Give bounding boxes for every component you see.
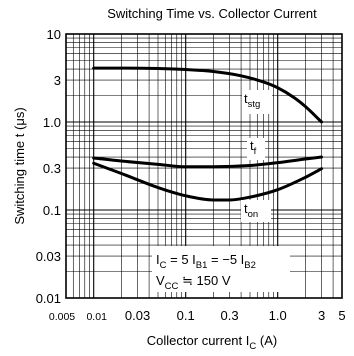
x-tick-label: 0.03: [125, 308, 150, 323]
y-tick-label: 0.3: [43, 161, 61, 176]
series-label-tf: tf: [247, 138, 265, 160]
y-axis-label: Switching time t (μs): [12, 107, 27, 224]
y-tick-label: 0.1: [43, 203, 61, 218]
y-tick-labels: 0.01 0.03 0.1 0.3 1.0 3 10: [36, 27, 61, 306]
series-line-ton: [92, 161, 324, 202]
x-axis-label: Collector current IC (A): [147, 333, 277, 352]
series-curves: [92, 66, 324, 202]
y-tick-label: 3: [54, 73, 61, 88]
series-label-tstg: tstg: [242, 90, 272, 114]
x-tick-label: 5: [338, 308, 345, 323]
x-tick-label: 3: [318, 308, 325, 323]
x-tick-labels: 0.005 0.01 0.03 0.1 0.3 1.0 3 5: [49, 308, 346, 323]
plot-frame: [65, 33, 343, 299]
svg-text:tf: tf: [250, 138, 257, 157]
series-label-ton: ton: [241, 200, 271, 222]
x-tick-label: 0.1: [177, 308, 195, 323]
svg-text:ton: ton: [244, 201, 258, 220]
svg-text:IC = 5 IB1 = −5 IB2: IC = 5 IB1 = −5 IB2: [156, 252, 256, 271]
y-tick-label: 0.01: [36, 291, 61, 306]
y-tick-label: 10: [47, 27, 61, 42]
chart-title: Switching Time vs. Collector Current: [107, 6, 317, 21]
test-conditions: IC = 5 IB1 = −5 IB2 VCC ≒ 150 V: [152, 246, 290, 292]
x-tick-label: 0.005: [49, 311, 75, 323]
svg-text:VCC ≒ 150 V: VCC ≒ 150 V: [156, 273, 231, 292]
x-tick-label: 1.0: [269, 308, 287, 323]
svg-text:tstg: tstg: [244, 91, 260, 110]
x-tick-label: 0.01: [86, 311, 107, 323]
x-tick-label: 0.3: [221, 308, 239, 323]
series-line-tf: [92, 155, 324, 169]
y-tick-label: 1.0: [43, 115, 61, 130]
series-line-tstg: [92, 66, 324, 124]
y-tick-label: 0.03: [36, 249, 61, 264]
